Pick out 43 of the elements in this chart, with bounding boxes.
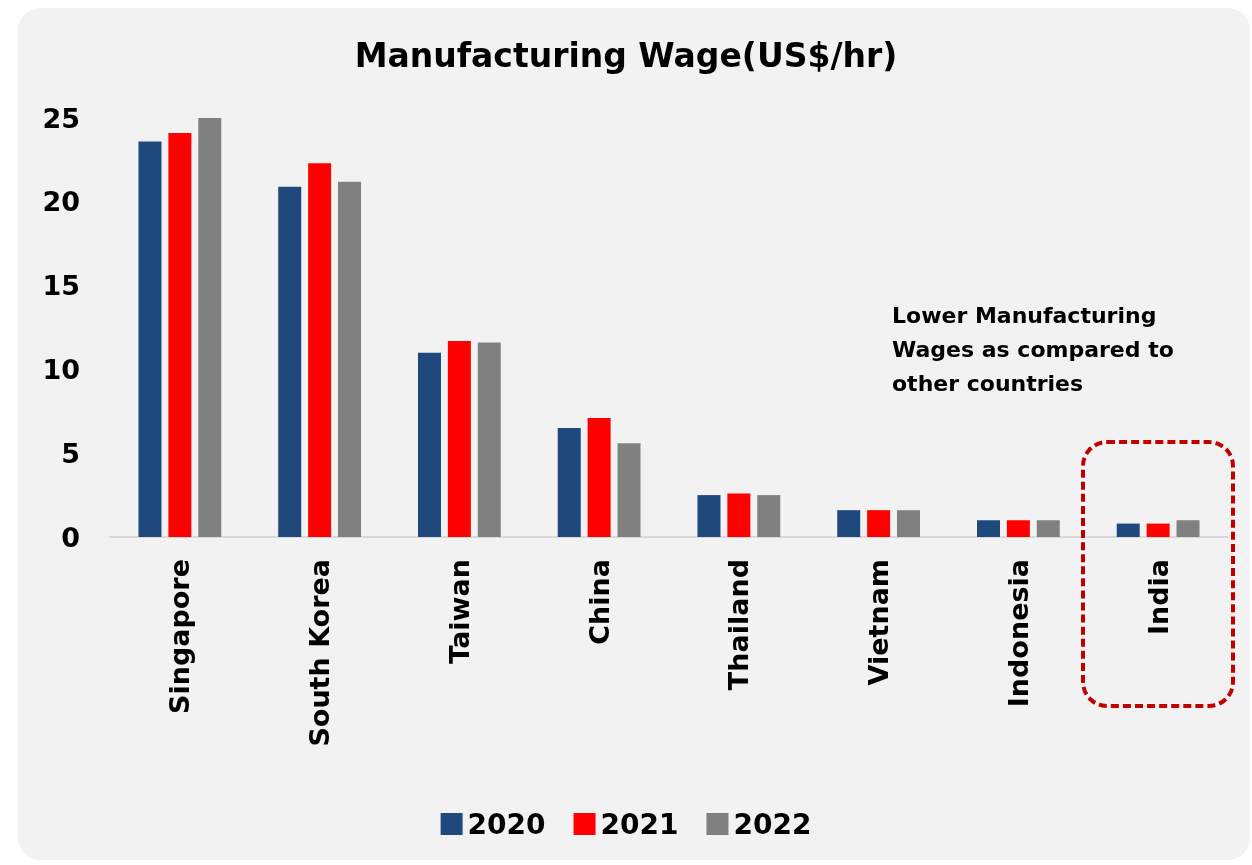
bar	[617, 443, 641, 537]
bar	[138, 141, 162, 537]
bar	[168, 133, 192, 537]
x-tick-label: Thailand	[723, 559, 755, 691]
y-tick-label: 25	[42, 102, 80, 134]
bar	[1176, 520, 1200, 537]
bar	[477, 342, 501, 537]
bar	[976, 520, 1000, 537]
bar	[697, 495, 721, 537]
chart-title: Manufacturing Wage(US$/hr)	[354, 36, 898, 75]
bar	[308, 163, 332, 537]
bar	[837, 510, 861, 537]
bar	[557, 428, 581, 537]
x-tick-label: South Korea	[304, 559, 336, 747]
x-tick-label: Taiwan	[443, 559, 475, 664]
x-tick-label: Singapore	[164, 559, 196, 714]
y-tick-label: 15	[42, 270, 80, 302]
legend-label: 2020	[467, 807, 546, 841]
y-tick-label: 20	[42, 186, 80, 218]
legend-label: 2022	[733, 807, 812, 841]
y-tick-label: 5	[61, 437, 80, 469]
x-tick-label: India	[1142, 559, 1174, 636]
bar	[897, 510, 921, 537]
bar	[867, 510, 891, 537]
bar	[1146, 523, 1170, 537]
x-tick-label: Vietnam	[863, 559, 895, 686]
annotation: Lower Manufacturing Wages as compared to other countries	[892, 302, 1182, 396]
bar	[1006, 520, 1030, 537]
bar	[417, 352, 441, 537]
y-tick-label: 10	[42, 353, 80, 385]
bar	[447, 340, 471, 537]
y-tick-label: 0	[61, 521, 80, 553]
bar	[198, 118, 222, 537]
bar	[1036, 520, 1060, 537]
bar	[757, 495, 781, 537]
x-tick-label: China	[583, 559, 615, 645]
legend-label: 2021	[600, 807, 679, 841]
x-tick-label: Indonesia	[1002, 559, 1034, 708]
bar	[587, 418, 611, 537]
bar	[278, 186, 302, 537]
bar	[1116, 523, 1140, 537]
bar	[338, 181, 362, 537]
bar	[727, 493, 751, 537]
